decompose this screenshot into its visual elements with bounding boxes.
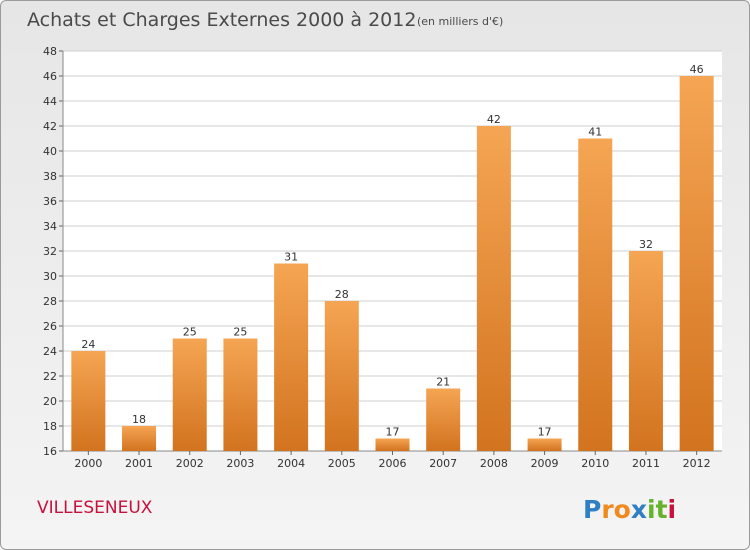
y-tick-label: 46 [43,70,57,83]
data-label: 42 [487,113,501,126]
bar [426,388,461,451]
data-label: 17 [538,426,552,439]
y-tick-label: 28 [43,295,57,308]
data-label: 18 [132,413,146,426]
y-tick-label: 42 [43,120,57,133]
logo-letter: r [601,495,614,524]
commune-label: VILLESENEUX [37,498,153,518]
plot-area: 16 18 20 22 24 26 28 30 32 34 36 38 40 42 44 46 48 24 2000… [43,45,722,470]
y-tick-label: 30 [43,270,57,283]
x-tick-label: 2002 [176,457,204,470]
bar [172,338,207,451]
logo-letter: x [631,495,647,524]
x-tick-label: 2000 [74,457,102,470]
bar [679,76,714,451]
x-tick-label: 2001 [125,457,153,470]
y-tick-label: 26 [43,320,57,333]
logo-letter: i [668,495,677,524]
bar [71,351,106,451]
data-label: 32 [639,238,653,251]
data-label: 46 [690,63,704,76]
data-label: 25 [233,326,247,339]
x-tick-label: 2006 [379,457,407,470]
y-tick-label: 24 [43,345,57,358]
x-tick-label: 2007 [429,457,457,470]
bar [628,251,663,451]
bar [375,438,410,451]
data-label: 25 [183,326,197,339]
x-tick-label: 2009 [531,457,559,470]
bar [324,301,359,451]
logo-letter: i [647,495,656,524]
y-tick-label: 48 [43,45,57,58]
bar [527,438,562,451]
data-label: 41 [588,126,602,139]
proxiti-logo: Proxiti [583,495,676,524]
chart-subtitle: (en milliers d'€) [417,15,503,28]
x-tick-label: 2010 [581,457,609,470]
y-tick-label: 32 [43,245,57,258]
chart-title: Achats et Charges Externes 2000 à 2012 [27,9,416,31]
data-label: 17 [386,426,400,439]
y-tick-label: 22 [43,370,57,383]
x-tick-label: 2005 [328,457,356,470]
x-tick-label: 2004 [277,457,305,470]
x-tick-label: 2011 [632,457,660,470]
y-tick-label: 18 [43,420,57,433]
data-label: 31 [284,251,298,264]
data-label: 24 [81,338,95,351]
logo-letter: o [614,495,631,524]
y-tick-label: 36 [43,195,57,208]
x-tick-label: 2012 [683,457,711,470]
bar [122,426,157,451]
x-tick-label: 2008 [480,457,508,470]
data-label: 28 [335,288,349,301]
y-tick-label: 40 [43,145,57,158]
bar [578,138,613,451]
y-tick-label: 38 [43,170,57,183]
y-tick-label: 44 [43,95,57,108]
logo-letter: t [656,495,668,524]
y-tick-label: 20 [43,395,57,408]
bar [476,126,511,451]
logo-letter: P [583,495,601,524]
bar [274,263,309,451]
bar [223,338,258,451]
y-tick-label: 16 [43,445,57,458]
y-tick-label: 34 [43,220,57,233]
data-label: 21 [436,376,450,389]
x-tick-label: 2003 [226,457,254,470]
